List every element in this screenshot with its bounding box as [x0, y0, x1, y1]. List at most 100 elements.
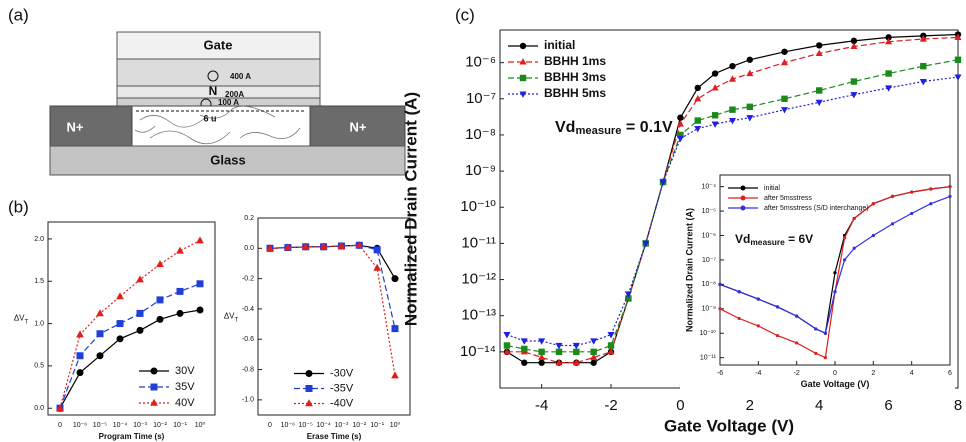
- x-tick-label: 4: [910, 370, 914, 377]
- x-tick-label: 10⁻¹: [370, 422, 384, 429]
- thickness-label: 100 A: [218, 98, 239, 107]
- marker: [607, 348, 615, 355]
- marker: [737, 290, 741, 294]
- marker: [266, 244, 274, 252]
- marker: [659, 179, 667, 186]
- legend-label: 40V: [175, 397, 195, 409]
- marker: [76, 352, 84, 360]
- marker: [885, 34, 892, 41]
- y-tick-label: -0.2: [242, 275, 254, 282]
- source-label: N+: [67, 119, 84, 134]
- x-tick-label: 6: [948, 370, 952, 377]
- legend-label: initial: [764, 185, 780, 192]
- x-tick-label: 2: [871, 370, 875, 377]
- oxide-top: [116, 58, 321, 87]
- marker: [305, 399, 313, 407]
- marker: [775, 333, 780, 338]
- marker: [503, 348, 511, 355]
- marker: [711, 84, 719, 91]
- y-tick-label: 10⁻¹⁰: [699, 329, 716, 337]
- marker: [150, 367, 158, 375]
- marker: [823, 331, 828, 335]
- y-tick-label: 10⁻⁸: [465, 126, 496, 143]
- marker: [781, 95, 788, 102]
- marker: [520, 338, 528, 345]
- marker: [176, 246, 184, 254]
- marker: [555, 342, 563, 350]
- y-axis-title: Normalized Drain Current (A): [684, 208, 694, 332]
- y-tick-label: 10⁻¹⁴: [460, 343, 496, 360]
- chart: 10⁻⁶ 10⁻⁷ 10⁻⁸ 10⁻⁹ 10⁻¹⁰ 10⁻¹¹ 10⁻¹² 10⁻¹³ 10⁻¹…: [401, 5, 962, 435]
- marker: [711, 112, 719, 119]
- marker: [590, 359, 597, 366]
- marker: [176, 287, 184, 295]
- marker: [885, 85, 893, 92]
- legend-label: initial: [544, 38, 575, 52]
- y-tick-label: 1.0: [34, 320, 44, 327]
- x-tick-label: 10⁻⁴: [113, 422, 128, 429]
- marker: [711, 121, 719, 128]
- annotation-sub: measure: [750, 237, 785, 247]
- marker: [694, 117, 701, 124]
- x-tick-label: 0: [268, 422, 272, 429]
- marker: [850, 37, 858, 45]
- legend-label: BBHH 5ms: [544, 86, 606, 100]
- y-tick-label: -1.0: [242, 397, 254, 404]
- marker: [815, 49, 823, 56]
- legend-label: 35V: [175, 381, 195, 393]
- marker: [391, 275, 399, 283]
- marker: [890, 222, 895, 226]
- legend-label: after 5msstress: [764, 195, 812, 202]
- marker: [780, 58, 789, 66]
- marker: [948, 194, 952, 198]
- y-tick-label: 10⁻¹¹: [700, 354, 717, 361]
- chart: 0.0 0.5 1.0 1.5 2.0 0 10⁻⁶ 10⁻⁵ 10⁻⁴ 10⁻³ 10⁻² 10⁻¹…: [8, 197, 216, 441]
- y-tick-label: 10⁻⁷: [466, 90, 496, 107]
- layer-marker: [207, 70, 219, 82]
- marker: [503, 342, 511, 349]
- x-axis-title: Gate Voltage (V): [664, 417, 794, 436]
- marker: [954, 33, 962, 40]
- marker: [555, 348, 563, 356]
- glass-substrate: [49, 145, 406, 176]
- marker: [150, 398, 158, 406]
- annotation: Vdmeasure = 0.1V: [555, 119, 673, 137]
- marker: [519, 74, 527, 82]
- legend-label: 30V: [175, 365, 195, 377]
- y-tick-label: 10⁻⁶: [465, 54, 496, 71]
- thickness-label: 400 A: [230, 72, 251, 81]
- y-tick-label: -0.6: [242, 336, 254, 343]
- plot-frame: [47, 221, 216, 416]
- x-axis-title: Gate Voltage (V): [801, 379, 870, 389]
- marker: [948, 185, 952, 189]
- marker: [301, 242, 310, 250]
- marker: [56, 404, 64, 412]
- y-tick-label: 10⁻¹¹: [461, 234, 496, 251]
- marker: [116, 335, 124, 343]
- channel: [131, 105, 311, 147]
- marker: [756, 324, 760, 328]
- marker: [871, 202, 875, 206]
- marker: [711, 70, 719, 77]
- marker: [156, 315, 164, 323]
- marker: [642, 240, 650, 248]
- marker: [885, 70, 892, 77]
- marker: [815, 99, 823, 107]
- marker: [116, 320, 124, 328]
- drain-region: [309, 105, 406, 147]
- x-tick-label: -4: [755, 370, 761, 377]
- marker: [850, 92, 858, 99]
- width-label: 6 u: [203, 113, 216, 123]
- marker: [196, 236, 204, 244]
- marker: [96, 309, 104, 317]
- marker: [775, 305, 780, 309]
- marker: [746, 115, 754, 122]
- marker: [746, 56, 754, 63]
- y-tick-label: 10⁻⁹: [465, 162, 496, 179]
- y-tick-label: 10⁻¹³: [461, 307, 496, 324]
- marker: [337, 241, 346, 249]
- x-tick-label: 6: [884, 397, 892, 414]
- marker: [694, 94, 702, 102]
- marker: [737, 316, 741, 321]
- chart: 10⁻⁴ 10⁻⁵ 10⁻⁶ 10⁻⁷ 10⁻⁸ 10⁻⁹ 10⁻¹⁰ 10⁻¹¹ -6 -4 -2…: [680, 170, 955, 395]
